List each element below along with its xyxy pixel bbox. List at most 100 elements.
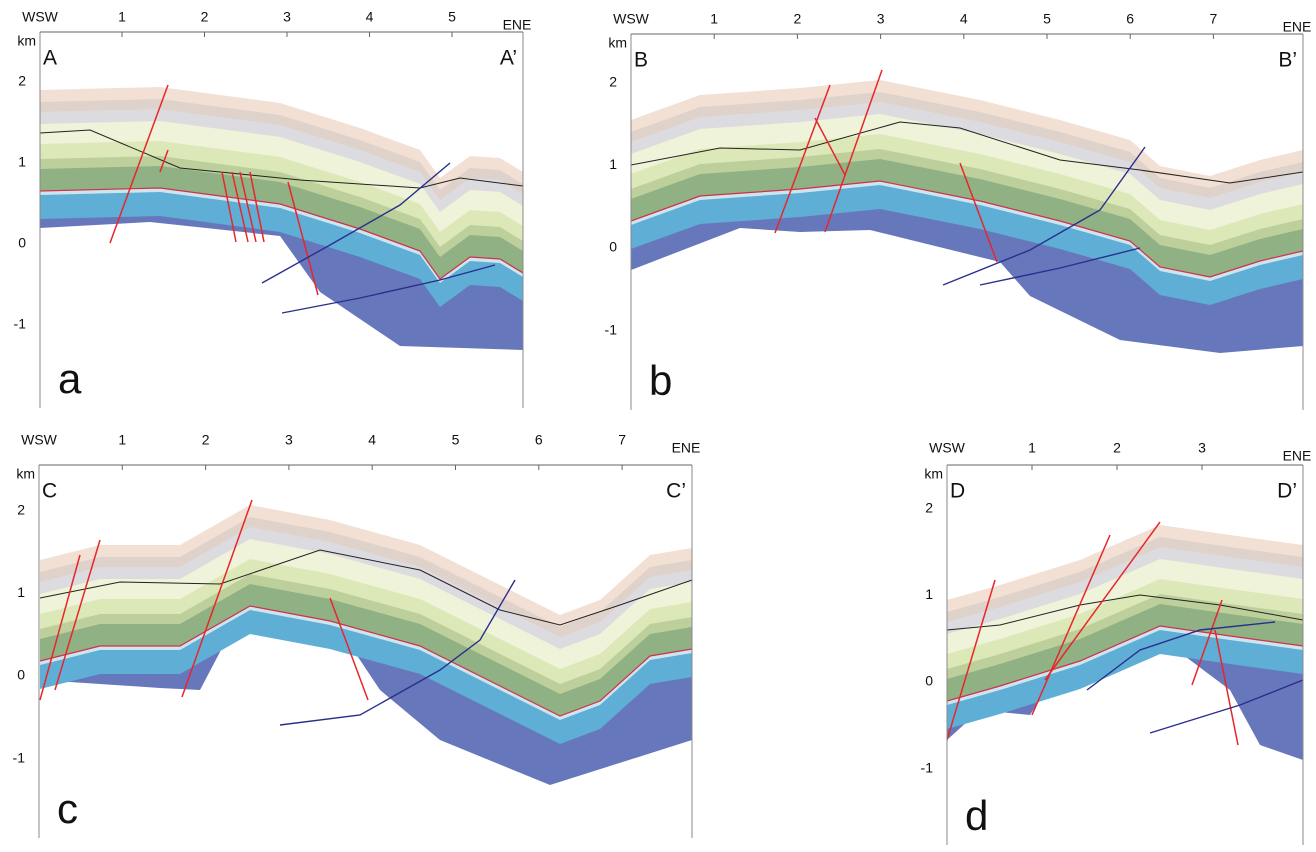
y-tick-label: 2 <box>17 501 25 517</box>
stratum <box>40 584 692 717</box>
fault <box>231 171 249 243</box>
direction-right: ENE <box>1283 448 1312 464</box>
y-tick-label: 0 <box>17 667 25 683</box>
stratum <box>40 559 692 685</box>
fault <box>1191 599 1223 686</box>
fault <box>959 162 998 263</box>
stratum <box>40 517 692 638</box>
stratum <box>947 525 1303 613</box>
x-tick-label: 3 <box>283 9 291 25</box>
fault <box>1214 629 1239 746</box>
thrust <box>281 264 496 314</box>
stratum <box>947 626 1303 706</box>
y-tick-label: 2 <box>925 499 933 515</box>
geology <box>947 521 1303 760</box>
cross-section-panel: 1 2 3 2 1 0 -1 WSW ENE km D D’ d <box>921 440 1312 845</box>
section-start: A <box>43 47 57 70</box>
thrust <box>942 146 1146 286</box>
stratum <box>40 527 692 650</box>
section-end: A’ <box>500 47 517 70</box>
stratum <box>947 537 1303 623</box>
y-tick-label: -1 <box>13 749 26 765</box>
fault <box>814 117 846 176</box>
red-horizon <box>947 625 1303 702</box>
x-tick-label: 6 <box>1126 11 1134 27</box>
red-horizon <box>39 605 692 717</box>
direction-right: ENE <box>1283 19 1312 35</box>
fault <box>239 171 257 243</box>
fault <box>109 84 169 244</box>
stratum <box>631 185 1303 305</box>
x-tick-label: 2 <box>1113 440 1121 456</box>
red-horizon <box>40 187 523 280</box>
fault <box>54 539 101 691</box>
direction-left: WSW <box>21 432 58 448</box>
thrust <box>261 162 451 284</box>
y-tick-label: 1 <box>925 586 933 602</box>
stratum <box>40 539 692 670</box>
panel-letter: d <box>965 792 988 839</box>
panel-letter: a <box>58 355 82 402</box>
panel-letter: c <box>57 785 78 832</box>
basement <box>631 206 1303 353</box>
fault <box>181 499 253 698</box>
x-tick-label: 5 <box>1043 11 1051 27</box>
topography <box>39 549 692 626</box>
x-tick-label: 1 <box>710 11 718 27</box>
y-tick-label: -1 <box>921 759 934 775</box>
stratum <box>631 149 1303 256</box>
thrust <box>979 247 1141 286</box>
basement <box>40 213 523 350</box>
stratum <box>40 188 523 284</box>
x-tick-label: 1 <box>118 9 126 25</box>
direction-right: ENE <box>503 17 532 33</box>
y-tick-label: 0 <box>925 673 933 689</box>
section-start: B <box>634 49 648 72</box>
stratum <box>40 99 523 201</box>
section-end: B’ <box>1278 49 1297 72</box>
cross-section-panel: 1 2 3 4 5 2 1 0 -1 WSW ENE km A A’ a <box>14 9 532 408</box>
x-tick-label: 5 <box>448 9 456 25</box>
y-tick-label: 2 <box>609 73 617 89</box>
direction-right: ENE <box>672 440 701 456</box>
fault <box>947 579 996 741</box>
x-tick-label: 2 <box>202 432 210 448</box>
x-tick-label: 4 <box>368 432 376 448</box>
y-tick-label: 0 <box>609 239 617 255</box>
x-tick-label: 2 <box>794 11 802 27</box>
topography <box>947 594 1303 631</box>
x-tick-label: 3 <box>877 11 885 27</box>
stratum <box>40 166 523 280</box>
fault <box>774 84 831 234</box>
fault <box>287 181 319 296</box>
unit-label: km <box>17 33 36 49</box>
stratum <box>631 80 1303 189</box>
section-start: C <box>42 480 57 503</box>
y-tick-label: 1 <box>17 584 25 600</box>
direction-left: WSW <box>22 9 59 25</box>
fault <box>1031 534 1111 716</box>
fault <box>159 149 169 173</box>
geology <box>39 499 692 785</box>
red-horizon <box>631 180 1303 278</box>
y-tick-label: 1 <box>18 154 26 170</box>
stratum <box>40 505 692 628</box>
thrust <box>1149 679 1303 734</box>
x-tick-label: 1 <box>1028 440 1036 456</box>
basement <box>947 630 1303 760</box>
stratum <box>947 559 1303 655</box>
unit-label: km <box>608 35 627 51</box>
unit-label: km <box>16 466 35 482</box>
x-tick-label: 2 <box>201 9 209 25</box>
stratum <box>40 156 523 258</box>
x-tick-label: 4 <box>366 9 374 25</box>
topography <box>40 129 523 189</box>
section-end: D’ <box>1277 480 1297 503</box>
stratum <box>947 630 1303 729</box>
fault <box>1044 521 1161 681</box>
fault <box>329 597 369 701</box>
fault <box>39 554 81 701</box>
cross-section-panel: 1 2 3 4 5 6 7 2 1 0 -1 WSW ENE km B B’ b <box>605 11 1312 410</box>
direction-left: WSW <box>929 440 966 456</box>
